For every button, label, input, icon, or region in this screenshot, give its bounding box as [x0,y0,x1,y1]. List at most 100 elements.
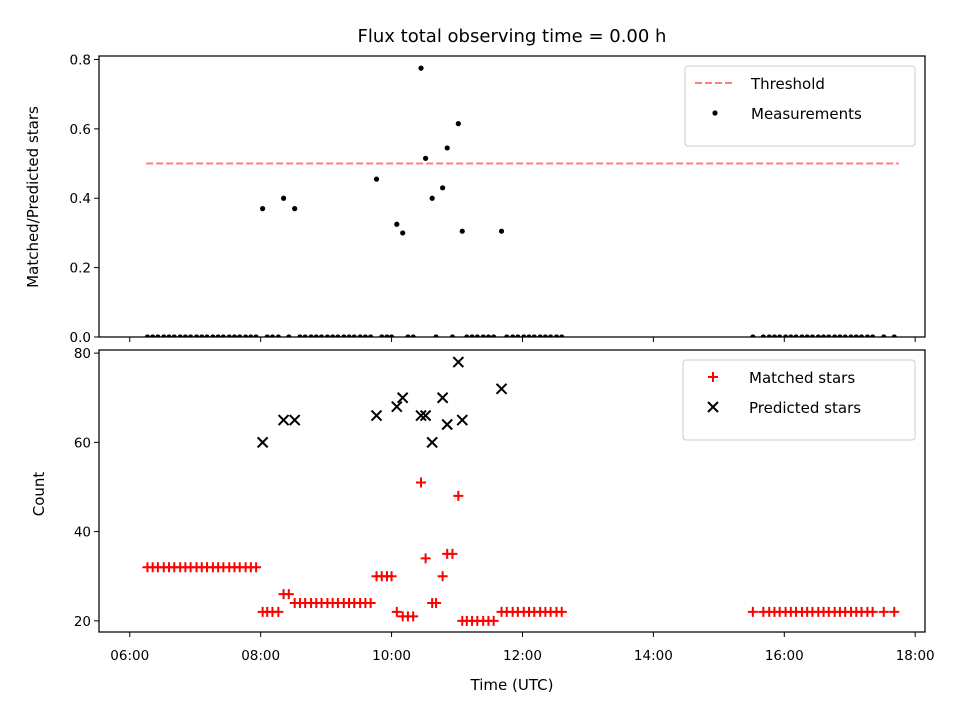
data-point [809,334,816,337]
data-point [386,571,397,582]
legend-box [682,359,916,441]
series-matched-stars [142,477,900,626]
data-point [848,334,854,337]
data-point [405,334,411,337]
data-point [455,121,461,127]
data-point [215,334,221,337]
data-point [521,334,527,337]
data-point [166,334,172,337]
top-y-tick-label: 0.2 [70,261,91,277]
data-point [394,221,400,227]
data-point [858,334,865,337]
data-point [889,606,900,617]
x-tick-label: 10:00 [372,648,411,664]
data-point [837,334,843,337]
legend-label: Predicted stars [749,399,861,417]
data-point [826,334,832,337]
data-point [750,334,756,337]
data-point [480,334,486,337]
data-point [370,409,383,422]
data-point [365,597,376,608]
data-point [526,334,532,337]
data-point [485,334,492,337]
data-point [453,490,464,501]
bottom-y-tick-label: 20 [74,614,91,630]
top-y-tick-label: 0.4 [70,191,91,207]
data-point [832,334,838,337]
data-point [283,589,294,600]
data-point [440,185,446,191]
data-point [308,334,314,337]
data-point [144,334,151,337]
bottom-y-tick-label: 80 [74,346,91,362]
data-point [248,334,254,337]
bottom-y-tick-label: 60 [74,435,91,451]
data-point [556,606,567,617]
data-point [441,418,453,431]
data-point [324,334,331,337]
series-measurements [144,65,897,337]
data-point [444,145,450,151]
top-y-axis-label: Matched/Predicted stars [24,106,42,288]
data-point [182,334,188,337]
data-point [771,334,778,337]
data-point [747,606,758,617]
x-tick-label: 08:00 [241,648,280,664]
data-point [193,334,200,337]
data-point [396,392,409,404]
data-point [313,334,319,337]
data-point [766,334,772,337]
data-point [388,334,395,337]
data-point [335,334,341,337]
data-point [788,334,794,337]
data-point [815,334,821,337]
data-point [498,228,505,234]
data-point [188,334,194,337]
data-point [515,334,521,337]
data-point [531,334,537,337]
data-point [199,334,205,337]
legend-marker [712,110,718,116]
legend-label: Threshold [750,75,825,93]
data-point [408,611,419,622]
data-point [231,334,238,337]
data-point [449,334,456,337]
data-point [853,334,859,337]
data-point [155,334,161,337]
top-y-tick-label: 0.6 [70,122,91,138]
bottom-y-axis-label: Count [30,472,48,517]
data-point [437,571,448,582]
data-point [330,334,336,337]
bottom-plot-area [142,356,900,626]
data-point [878,606,889,617]
data-point [436,392,449,404]
top-panel: 0.0 0.2 0.4 0.6 0.8 Threshold Measurements [70,52,926,346]
data-point [251,562,262,573]
data-point [341,334,347,337]
data-point [431,597,442,608]
x-tick-label: 14:00 [634,648,673,664]
data-point [260,206,266,212]
data-point [433,334,439,337]
data-point [204,334,210,337]
bottom-panel: 20 40 60 80 06:00 08:00 10:00 12:00 14:00 16:00 18… [74,346,935,664]
data-point [410,334,416,337]
data-point [793,334,799,337]
data-point [495,383,508,395]
data-point [269,334,276,337]
top-legend: Threshold Measurements [684,65,916,147]
data-point [237,334,243,337]
x-tick-label: 06:00 [110,648,149,664]
data-point [452,356,465,368]
data-point [256,436,269,449]
bottom-axes-frame [98,349,926,633]
data-point [491,334,497,337]
data-point [842,334,848,337]
data-point [362,334,368,337]
legend-marker [707,401,719,413]
x-tick-label: 12:00 [503,648,542,664]
data-point [820,334,827,337]
data-point [292,206,298,212]
data-point [384,334,390,337]
data-point [559,334,565,337]
